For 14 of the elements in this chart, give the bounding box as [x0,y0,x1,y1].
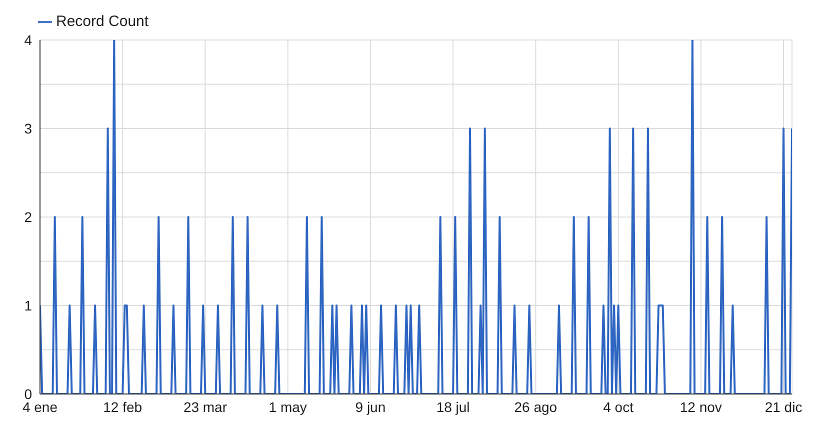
x-tick-label: 9 jun [355,398,386,415]
x-tick-label: 1 may [268,398,307,415]
y-tick-label: 1 [24,297,32,314]
x-tick-label: 26 ago [514,398,558,415]
y-tick-label: 3 [24,120,32,136]
x-tick-label: 4 oct [603,398,634,415]
x-tick-label: 23 mar [183,398,228,415]
x-tick-label: 12 nov [680,398,722,415]
x-tick-label: 12 feb [103,398,142,415]
y-tick-label: 2 [24,208,32,225]
x-tick-label: 18 jul [436,398,470,415]
legend-label: Record Count [56,13,149,30]
x-tick-label: 21 dic [764,398,802,415]
y-tick-label: 4 [24,32,32,48]
